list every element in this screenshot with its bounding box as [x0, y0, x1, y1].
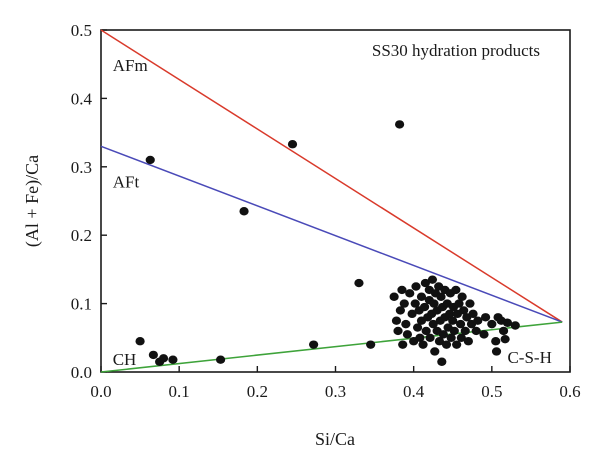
data-point — [454, 299, 464, 308]
data-point — [434, 337, 445, 346]
data-point — [479, 330, 489, 339]
data-point — [391, 316, 402, 325]
data-point — [452, 340, 462, 349]
data-point — [430, 347, 440, 356]
data-point — [500, 334, 510, 344]
data-point — [135, 337, 145, 346]
data-point — [457, 292, 467, 301]
data-point — [421, 326, 431, 336]
data-point — [471, 326, 481, 336]
aft-line — [100, 145, 563, 323]
data-point — [309, 340, 319, 349]
x-axis-title: Si/Ca — [315, 429, 355, 449]
data-point — [393, 326, 403, 336]
data-point — [455, 319, 466, 329]
data-point — [148, 350, 158, 360]
data-point — [397, 285, 407, 295]
x-tick-label: 0.2 — [247, 382, 268, 401]
data-point — [460, 326, 470, 336]
data-point — [239, 207, 249, 216]
data-point — [480, 313, 491, 322]
data-point — [410, 299, 420, 308]
data-point — [451, 285, 461, 295]
annotation-csh: C-S-H — [507, 348, 551, 367]
data-point — [502, 318, 513, 327]
data-point — [498, 326, 509, 336]
data-point — [399, 299, 409, 308]
data-point — [456, 333, 466, 342]
data-point — [389, 292, 399, 301]
data-point — [407, 309, 417, 319]
data-point — [366, 340, 376, 349]
x-tick-label: 0.1 — [169, 382, 190, 401]
data-point — [487, 319, 497, 329]
data-point — [420, 278, 430, 288]
x-tick-label: 0.3 — [325, 382, 346, 401]
data-point — [411, 282, 421, 291]
y-tick-label: 0.4 — [71, 89, 93, 108]
data-point — [473, 316, 483, 325]
annotation-ch: CH — [113, 350, 137, 369]
y-axis-ticks: 0.0 0.1 0.2 0.3 0.4 0.5 — [71, 21, 107, 382]
data-point — [416, 292, 427, 301]
data-point — [438, 330, 448, 339]
data-point — [425, 333, 435, 342]
data-point — [145, 155, 155, 165]
y-tick-label: 0.1 — [71, 295, 92, 314]
ch-csh-line — [100, 321, 563, 373]
x-tick-label: 0.0 — [90, 382, 111, 401]
data-point — [449, 326, 459, 336]
data-point — [402, 330, 413, 339]
y-axis-title: (Al + Fe)/Ca — [22, 155, 43, 247]
data-point — [468, 309, 478, 319]
x-tick-label: 0.5 — [481, 382, 502, 401]
annotations: AFm AFt CH C-S-H — [113, 56, 552, 369]
data-point — [510, 321, 520, 330]
data-point — [412, 323, 423, 332]
data-point — [446, 333, 456, 342]
y-tick-label: 0.3 — [71, 158, 92, 177]
x-tick-label: 0.4 — [403, 382, 425, 401]
data-point — [415, 333, 425, 342]
data-point — [491, 337, 501, 346]
data-point — [429, 299, 439, 308]
data-point — [445, 309, 455, 319]
y-tick-label: 0.0 — [71, 363, 92, 382]
y-tick-label: 0.2 — [71, 226, 92, 245]
annotation-aft: AFt — [113, 172, 140, 191]
annotation-afm: AFm — [113, 56, 148, 75]
afm-line — [100, 29, 563, 323]
data-point — [401, 319, 411, 329]
data-point — [465, 299, 475, 308]
x-tick-label: 0.6 — [559, 382, 580, 401]
data-point — [420, 302, 430, 312]
chart-title: SS30 hydration products — [372, 41, 540, 60]
data-point — [441, 340, 452, 349]
data-point — [394, 120, 405, 129]
data-point — [398, 340, 408, 349]
data-point — [287, 140, 298, 149]
data-point — [491, 347, 502, 356]
data-point — [428, 319, 438, 329]
data-point — [158, 354, 169, 363]
data-point — [405, 289, 415, 298]
y-tick-label: 0.5 — [71, 21, 92, 40]
data-point — [463, 337, 473, 346]
data-point — [418, 340, 428, 349]
data-point — [427, 275, 438, 284]
data-point — [395, 306, 405, 315]
data-point — [215, 355, 226, 364]
data-points — [135, 120, 520, 366]
data-point — [448, 316, 458, 325]
data-point — [354, 278, 364, 288]
data-point — [437, 357, 447, 366]
data-point — [459, 306, 469, 315]
x-axis-ticks: 0.0 0.1 0.2 0.3 0.4 0.5 0.6 — [90, 366, 581, 401]
data-point — [168, 355, 178, 364]
data-point — [436, 292, 446, 301]
